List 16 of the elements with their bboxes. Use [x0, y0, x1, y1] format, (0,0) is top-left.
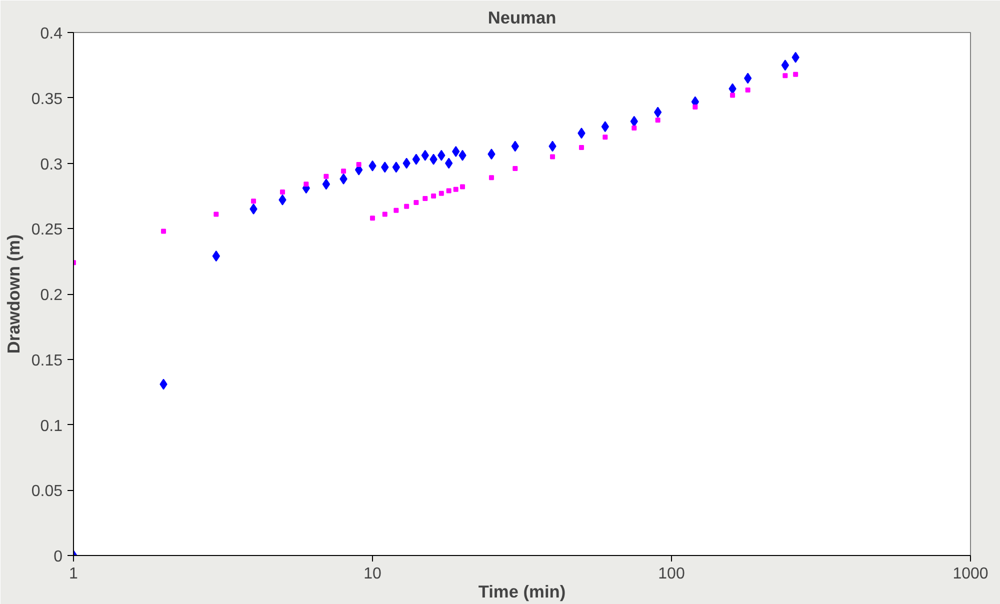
y-tick-label: 0.05 — [31, 483, 63, 500]
chart-title: Neuman — [488, 8, 556, 28]
x-axis-title: Time (min) — [478, 582, 566, 602]
y-axis-title: Drawdown (m) — [3, 234, 24, 354]
y-tick-label: 0.1 — [40, 418, 63, 435]
y-tick-label: 0 — [54, 548, 63, 566]
y-tick-label: 0.3 — [40, 156, 63, 174]
y-tick-label: 0.2 — [40, 287, 63, 304]
y-tick-label: 0.4 — [40, 26, 63, 42]
y-tick-label: 0.35 — [31, 90, 63, 108]
y-tick-label: 0.25 — [31, 222, 63, 239]
x-tick-label: 1 — [69, 566, 78, 582]
y-tick-label: 0.15 — [31, 352, 63, 370]
x-tick-label: 1000 — [952, 566, 988, 582]
x-tick-label: 10 — [364, 566, 382, 582]
x-tick-label: 100 — [658, 566, 685, 582]
